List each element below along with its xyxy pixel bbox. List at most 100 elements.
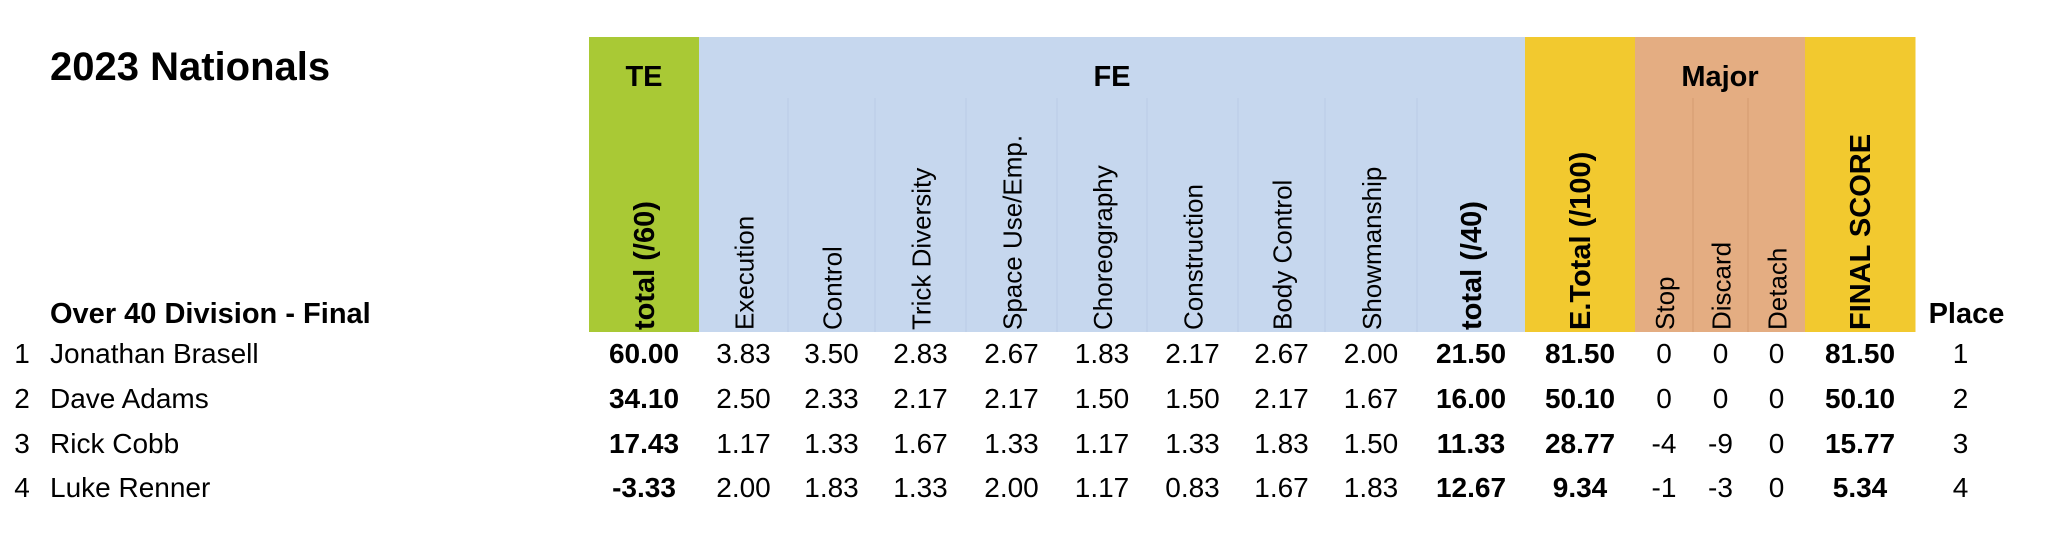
score: 0 — [1769, 472, 1785, 503]
place: 4 — [1953, 472, 1969, 503]
title: 2023 Nationals — [50, 45, 330, 89]
score: 81.50 — [1825, 338, 1895, 369]
score: -1 — [1652, 472, 1677, 503]
score: 1.83 — [804, 472, 859, 503]
score: -9 — [1708, 428, 1733, 459]
group-header-bg — [699, 37, 1525, 98]
score: 50.10 — [1545, 383, 1615, 414]
column-header: Control — [818, 246, 848, 330]
subtitle: Over 40 Division - Final — [50, 298, 371, 330]
score: 2.17 — [1165, 338, 1220, 369]
score: 16.00 — [1436, 383, 1506, 414]
column-header: Detach — [1763, 248, 1793, 330]
score: 11.33 — [1437, 428, 1506, 459]
score: 28.77 — [1545, 428, 1615, 459]
score: 1.83 — [1344, 472, 1399, 503]
score: 0 — [1656, 338, 1672, 369]
score: 2.17 — [984, 383, 1039, 414]
column-header-bg — [966, 98, 1058, 332]
column-header: E.Total (/100) — [1565, 152, 1597, 330]
place: 3 — [1953, 428, 1969, 459]
column-header: Body Control — [1268, 180, 1298, 330]
score: 1.67 — [1344, 383, 1399, 414]
column-header: Choreography — [1088, 165, 1118, 330]
rank: 2 — [14, 383, 30, 414]
score: 34.10 — [609, 383, 679, 414]
competitor-name: Luke Renner — [50, 472, 210, 503]
score: -3.33 — [612, 472, 676, 503]
column-header-bg — [875, 98, 967, 332]
score: 0 — [1713, 383, 1729, 414]
score: 1.33 — [984, 428, 1039, 459]
group-header: TE — [625, 61, 662, 93]
column-header: Discard — [1707, 242, 1737, 330]
score: 1.50 — [1165, 383, 1220, 414]
competitor-name: Jonathan Brasell — [50, 338, 259, 369]
score: 60.00 — [609, 338, 679, 369]
column-header-bg — [1417, 98, 1526, 332]
score: 2.33 — [804, 383, 859, 414]
column-header-bg — [1805, 37, 1916, 332]
rank: 1 — [14, 338, 30, 369]
score: -3 — [1708, 472, 1733, 503]
score: 3.83 — [716, 338, 771, 369]
score: 2.00 — [1344, 338, 1399, 369]
score: 1.17 — [1075, 428, 1130, 459]
score: 0 — [1656, 383, 1672, 414]
score: 15.77 — [1825, 428, 1895, 459]
score: 2.00 — [984, 472, 1039, 503]
score: 50.10 — [1825, 383, 1895, 414]
score: 1.50 — [1344, 428, 1399, 459]
score: 1.17 — [716, 428, 771, 459]
score: 1.83 — [1075, 338, 1130, 369]
score: 2.50 — [716, 383, 771, 414]
column-header: Showmanship — [1357, 167, 1387, 330]
score: 2.17 — [1254, 383, 1309, 414]
column-header: Space Use/Emp. — [998, 135, 1028, 330]
column-header-bg — [1238, 98, 1326, 332]
rank: 4 — [14, 472, 30, 503]
column-header: total (/40) — [1456, 201, 1488, 330]
score: 2.67 — [984, 338, 1039, 369]
column-header-bg — [589, 98, 700, 332]
column-header-bg — [1525, 37, 1636, 332]
competitor-name: Dave Adams — [50, 383, 209, 414]
score: 1.67 — [893, 428, 948, 459]
score: 2.83 — [893, 338, 948, 369]
group-header-bg — [589, 37, 699, 98]
score: 0 — [1769, 338, 1785, 369]
column-header: Construction — [1179, 184, 1209, 330]
column-header: total (/60) — [629, 201, 661, 330]
score: 5.34 — [1833, 472, 1888, 503]
column-header: FINAL SCORE — [1845, 134, 1877, 330]
score: 3.50 — [804, 338, 859, 369]
group-header-bg — [1635, 37, 1805, 98]
rank: 3 — [14, 428, 30, 459]
score: 12.67 — [1436, 472, 1506, 503]
score: 0 — [1769, 428, 1785, 459]
score: -4 — [1652, 428, 1677, 459]
group-header: Major — [1681, 61, 1758, 93]
group-header: FE — [1093, 61, 1130, 93]
place: 1 — [1953, 338, 1969, 369]
column-header-bg — [699, 98, 789, 332]
column-header: Place — [1929, 298, 2005, 330]
score: 9.34 — [1553, 472, 1608, 503]
score: 0 — [1769, 383, 1785, 414]
score: 0 — [1713, 338, 1729, 369]
competitor-name: Rick Cobb — [50, 428, 179, 459]
column-header: Execution — [730, 216, 760, 330]
column-header-bg — [1693, 98, 1749, 332]
score: 81.50 — [1545, 338, 1615, 369]
score: 1.33 — [893, 472, 948, 503]
score: 17.43 — [609, 428, 679, 459]
score: 1.50 — [1075, 383, 1130, 414]
column-header-bg — [1748, 98, 1806, 332]
place: 2 — [1953, 383, 1969, 414]
column-header-bg — [1057, 98, 1148, 332]
column-header-bg — [1147, 98, 1239, 332]
column-header-bg — [788, 98, 876, 332]
score: 0.83 — [1165, 472, 1220, 503]
score: 1.67 — [1254, 472, 1309, 503]
